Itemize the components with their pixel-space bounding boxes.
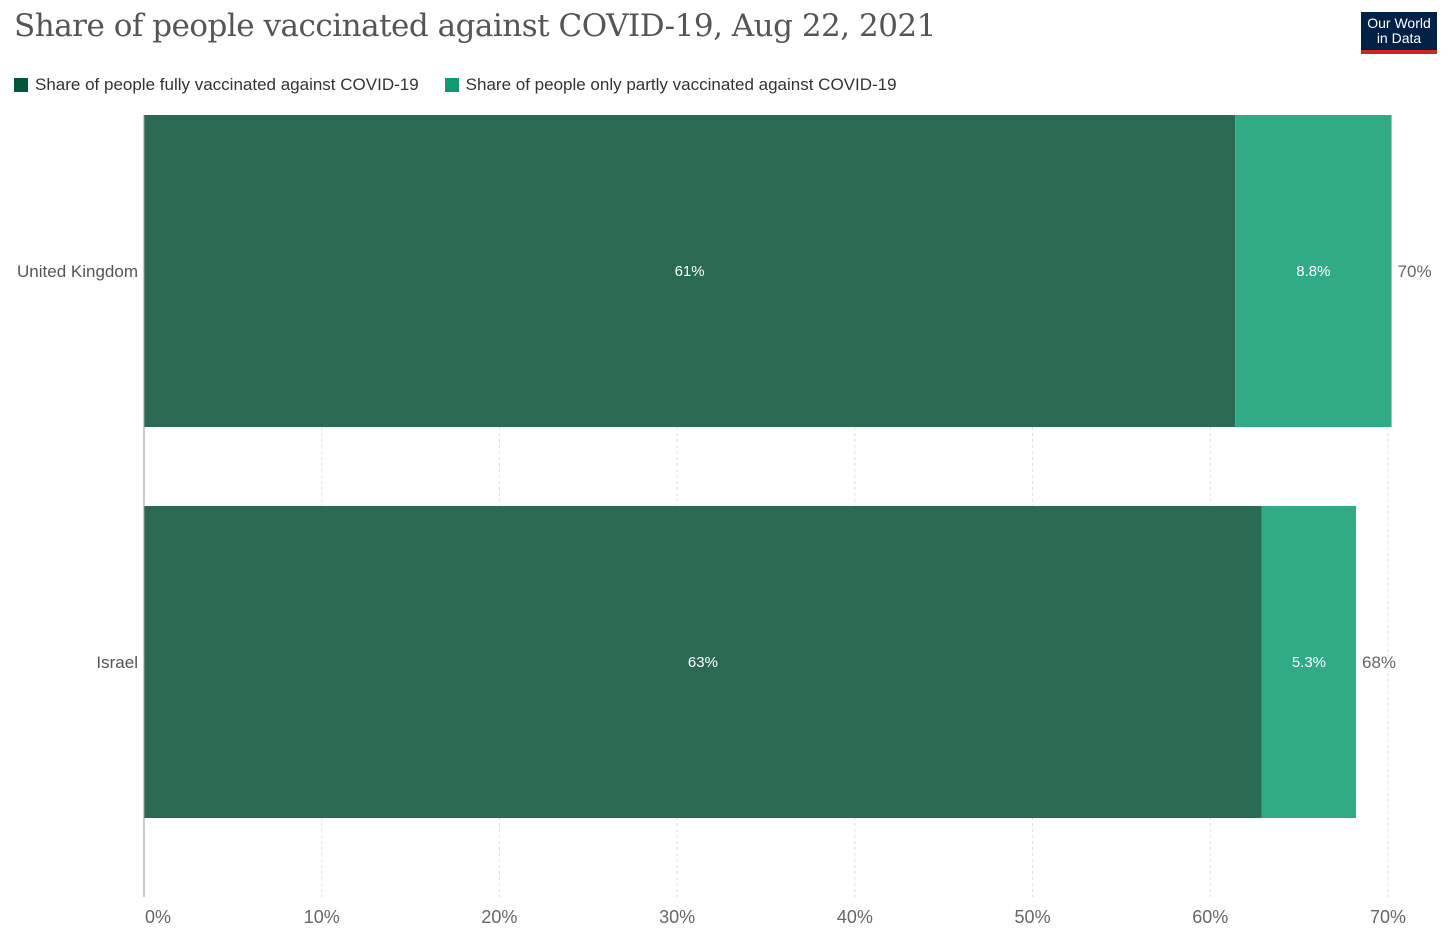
legend-swatch-partly	[444, 78, 459, 92]
legend-item-partly[interactable]: Share of people only partly vaccinated a…	[444, 75, 897, 95]
x-tick-label: 60%	[1192, 907, 1228, 927]
logo-line2: in Data	[1376, 30, 1422, 46]
legend-label-partly: Share of people only partly vaccinated a…	[465, 75, 897, 94]
owid-logo[interactable]: Our World in Data	[1361, 12, 1437, 54]
legend-swatch-fully	[14, 78, 28, 92]
bar-segment	[144, 506, 1262, 818]
chart-title: Share of people vaccinated against COVID…	[14, 8, 936, 44]
x-tick-label: 30%	[659, 907, 695, 927]
bar-value-label: 61%	[675, 263, 705, 280]
bar-value-label: 8.8%	[1296, 263, 1330, 280]
category-label: United Kingdom	[17, 262, 138, 281]
x-tick-label: 40%	[837, 907, 873, 927]
x-tick-label: 50%	[1015, 907, 1051, 927]
legend-label-fully: Share of people fully vaccinated against…	[35, 75, 419, 94]
x-tick-label: 10%	[304, 907, 340, 927]
bar-total-label: 68%	[1362, 653, 1396, 672]
bar-total-label: 70%	[1398, 262, 1432, 281]
legend-item-fully[interactable]: Share of people fully vaccinated against…	[14, 75, 419, 95]
bar-segment	[144, 115, 1236, 427]
x-tick-label: 20%	[481, 907, 517, 927]
legend: Share of people fully vaccinated against…	[14, 75, 897, 95]
bar-value-label: 5.3%	[1292, 654, 1326, 671]
bar-segment	[1261, 506, 1357, 818]
category-label: Israel	[96, 653, 138, 672]
bar-value-label: 63%	[688, 654, 718, 671]
x-tick-label: 0%	[145, 907, 171, 927]
bar-segment	[1235, 115, 1392, 427]
logo-line1: Our World	[1367, 15, 1431, 31]
x-tick-label: 70%	[1370, 907, 1406, 927]
